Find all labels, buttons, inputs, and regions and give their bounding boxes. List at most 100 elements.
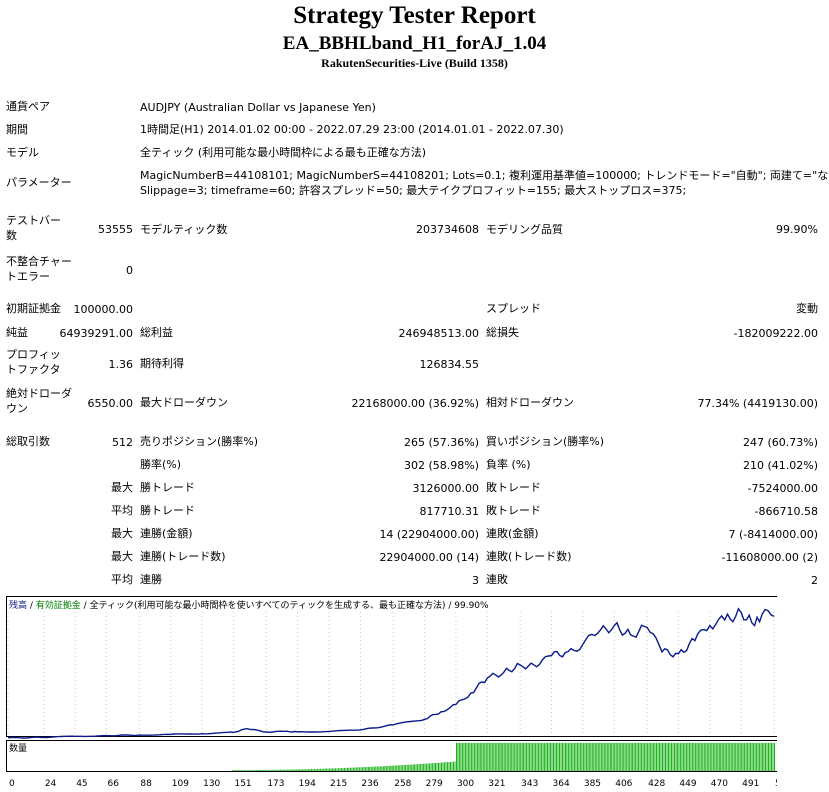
volume-bar: [647, 742, 649, 771]
volume-bar: [430, 763, 432, 771]
x-tick-label: 279: [426, 779, 443, 789]
volume-bar: [627, 742, 629, 771]
volume-bar: [476, 742, 478, 771]
volume-bar: [757, 742, 759, 771]
largest-prefix: 最大: [111, 481, 133, 494]
volume-bar: [372, 766, 374, 771]
volume-bar: [545, 742, 547, 771]
volume-bar: [700, 742, 702, 771]
volume-bar: [515, 742, 517, 771]
x-tick-label: 0: [9, 779, 15, 789]
volume-bar: [429, 763, 431, 771]
volume-bar: [724, 742, 726, 771]
volume-bar: [748, 742, 750, 771]
volume-bar: [594, 742, 596, 771]
volume-bar: [367, 766, 369, 771]
long-positions-label: 買いポジション(勝率%): [486, 435, 605, 448]
volume-bar: [636, 742, 638, 771]
volume-bar: [329, 768, 330, 771]
short-positions-label: 売りポジション(勝率%): [140, 435, 259, 448]
volume-bar: [373, 766, 375, 771]
volume-bar: [456, 742, 457, 771]
largest-loss-label: 敗トレード: [486, 481, 541, 494]
volume-bar: [287, 769, 289, 771]
volume-bar: [318, 768, 320, 771]
ticks-label: モデルティック数: [140, 223, 228, 236]
volume-bar: [523, 742, 525, 771]
volume-bar: [620, 742, 622, 771]
volume-bar: [393, 765, 395, 771]
volume-bar: [585, 742, 587, 771]
volume-bar: [629, 742, 631, 771]
volume-bar: [236, 770, 238, 771]
avg-cons-wins-value: 3: [472, 574, 479, 587]
volume-bar: [638, 742, 640, 771]
volume-bar: [678, 742, 680, 771]
x-tick-label: 300: [457, 779, 474, 789]
volume-bar: [338, 768, 339, 771]
volume-bar: [309, 769, 311, 771]
avg-cons-prefix: 平均: [111, 573, 133, 586]
volume-bar: [733, 742, 735, 771]
volume-bar: [587, 742, 589, 771]
volume-bar: [260, 770, 262, 771]
volume-bar: [402, 765, 404, 771]
volume-bar: [506, 742, 508, 771]
volume-bar: [771, 742, 772, 771]
volume-bar: [576, 742, 578, 771]
volume-bar: [469, 742, 471, 771]
volume-bar: [270, 769, 272, 771]
volume-bar: [650, 742, 652, 771]
volume-bar: [400, 765, 402, 771]
bars-value: 53555: [98, 223, 133, 236]
volume-bar: [427, 763, 429, 771]
volume-bar: [630, 742, 632, 771]
volume-bar: [433, 763, 435, 771]
quality-label: モデリング品質: [486, 223, 563, 236]
volume-bar: [282, 769, 284, 771]
volume-bar: [626, 742, 628, 771]
volume-bar: [542, 742, 544, 771]
volume-bar: [351, 767, 353, 771]
volume-bar: [579, 742, 581, 771]
volume-bar: [288, 769, 290, 771]
volume-bar: [420, 764, 422, 771]
volume-bar: [399, 765, 401, 771]
volume-bar: [490, 742, 492, 771]
volume-bar: [768, 742, 769, 771]
volume-bar: [466, 742, 468, 771]
volume-bar: [530, 742, 532, 771]
volume-bar: [358, 767, 360, 771]
x-tick-label: 45: [76, 779, 87, 789]
max-cons-profit-label: 連勝(トレード数): [140, 550, 226, 563]
volume-bar: [345, 767, 347, 771]
volume-bar: [597, 742, 599, 771]
volume-bar: [693, 742, 695, 771]
volume-bar: [405, 764, 407, 771]
volume-bar: [560, 742, 562, 771]
volume-bar: [744, 742, 746, 771]
volume-bar: [497, 742, 499, 771]
volume-bar: [532, 742, 534, 771]
largest-win-value: 3126000.00: [412, 482, 479, 495]
volume-bar: [503, 742, 505, 771]
volume-bar: [739, 742, 741, 771]
volume-bar: [252, 770, 254, 771]
volume-bar: [479, 742, 481, 771]
volume-bar: [414, 764, 416, 771]
volume-bar: [666, 742, 668, 771]
x-tick-label: 406: [615, 779, 632, 789]
volume-bar: [611, 742, 613, 771]
max-cons-prefix: 最大: [111, 527, 133, 540]
avg-loss-value: -866710.58: [754, 505, 818, 518]
volume-bar: [562, 742, 563, 771]
volume-bar: [482, 742, 484, 771]
volume-bar: [651, 742, 653, 771]
volume-bar: [703, 742, 705, 771]
gross-loss-value: -182009222.00: [733, 327, 818, 340]
volume-bar: [314, 769, 316, 771]
volume-bar: [279, 769, 281, 771]
volume-bar: [366, 767, 368, 771]
volume-bar: [444, 762, 445, 771]
volume-bar: [742, 742, 744, 771]
